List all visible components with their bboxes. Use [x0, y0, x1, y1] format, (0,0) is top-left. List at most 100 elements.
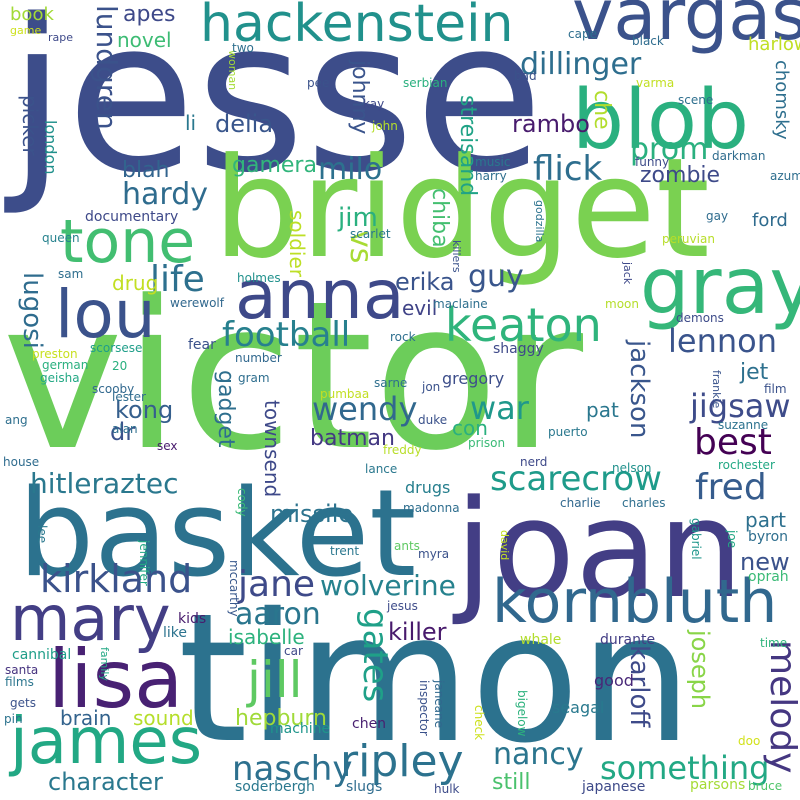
word-basket: basket	[18, 465, 417, 604]
word-hepburn: hepburn	[235, 706, 327, 731]
word-chomsky: chomsky	[771, 60, 792, 140]
word-alan: alan	[112, 422, 138, 436]
word-number: number	[235, 351, 282, 365]
word-lisa: lisa	[48, 633, 184, 726]
word-joe: joe	[725, 530, 739, 549]
word-aaron: aaron	[235, 597, 321, 632]
word-nerd: nerd	[520, 455, 548, 469]
word-soderbergh: soderbergh	[235, 779, 315, 795]
word-melody: melody	[762, 640, 800, 774]
word-bridget: bridget	[213, 128, 710, 289]
word-gadget: gadget	[213, 370, 238, 448]
word-batman: batman	[310, 426, 395, 451]
word-puerto: puerto	[548, 425, 588, 439]
word-holmes: holmes	[237, 271, 281, 285]
word-sam: sam	[58, 267, 84, 281]
word-duke: duke	[418, 413, 448, 427]
word-jennifer: jennifer	[137, 540, 151, 586]
word-prom: prom	[630, 132, 709, 167]
word-maclaine: maclaine	[433, 297, 488, 311]
word-gets: gets	[10, 696, 36, 710]
word-jigsaw: jigsaw	[690, 387, 791, 425]
word-kornbluth: kornbluth	[492, 567, 778, 637]
word-james: james	[10, 705, 203, 779]
word-wolverine: wolverine	[320, 569, 456, 602]
word-part: part	[745, 508, 787, 532]
word-check: check	[472, 705, 486, 741]
word-chiba: chiba	[427, 188, 452, 248]
word-ford: ford	[752, 210, 788, 231]
word-harlow: harlow	[748, 34, 800, 55]
word-hackenstein: hackenstein	[200, 0, 514, 54]
word-scarlet: scarlet	[350, 227, 391, 241]
word-anna: anna	[235, 256, 405, 335]
word-freddy: freddy	[383, 443, 422, 457]
word-jackson: jackson	[624, 340, 654, 439]
word-evil: evil	[402, 296, 438, 320]
word-something: something	[600, 749, 770, 787]
word-hitleraztec: hitleraztec	[30, 467, 179, 500]
word-jesse: jesse	[8, 0, 544, 219]
word-killers: killers	[450, 240, 463, 273]
word-sarne: sarne	[374, 376, 408, 390]
word-kids: kids	[178, 611, 207, 627]
word-kong: kong	[115, 396, 174, 424]
word-cannibal: cannibal	[12, 647, 72, 663]
word-fear: fear	[188, 337, 216, 353]
word-blah: blah	[122, 158, 170, 183]
word-geisha: geisha	[40, 371, 80, 385]
word-scene: scene	[678, 93, 714, 107]
word-two: two	[232, 41, 254, 55]
word-kay: kay	[363, 97, 385, 111]
word-hulk: hulk	[434, 782, 460, 796]
word-documentary: documentary	[85, 209, 179, 225]
word-picker: picker	[18, 95, 42, 156]
word-werewolf: werewolf	[170, 296, 224, 310]
word-cody: cody	[235, 488, 249, 517]
word-oprah: oprah	[748, 569, 789, 585]
word-rochester: rochester	[718, 458, 775, 472]
word-vargas: vargas	[572, 0, 800, 56]
word-bruce: bruce	[748, 779, 783, 793]
word-japanese: japanese	[582, 779, 646, 795]
word-joseph: joseph	[686, 630, 714, 710]
word-gram: gram	[238, 371, 270, 385]
word-che: che	[589, 90, 614, 130]
word-ang: ang	[5, 413, 28, 427]
word-darkman: darkman	[712, 149, 766, 163]
word-nancy: nancy	[493, 737, 584, 772]
word-book: book	[10, 4, 54, 25]
word-gregory: gregory	[442, 369, 505, 388]
word-pin: pin	[4, 712, 23, 726]
word-parsons: parsons	[690, 777, 746, 793]
word-whale: whale	[520, 632, 562, 648]
word-victor: victor	[2, 258, 584, 496]
word-lundgren: lundgren	[90, 5, 123, 130]
word-jane: jane	[238, 564, 316, 605]
word-hardy: hardy	[122, 177, 209, 212]
word-bigelow: bigelow	[515, 690, 529, 737]
word-scooby: scooby	[92, 382, 135, 396]
word-guy: guy	[468, 259, 524, 294]
word-family: family	[98, 647, 111, 681]
word-bad: bad	[514, 69, 537, 83]
word-john: john	[372, 119, 398, 133]
word-music: music	[475, 155, 511, 169]
word-inspector: inspector	[417, 680, 431, 736]
word-war: war	[470, 389, 529, 427]
word-lee: lee	[35, 525, 49, 544]
word-life: life	[150, 259, 205, 300]
word-blob: blob	[572, 73, 750, 168]
word-pat: pat	[586, 398, 619, 422]
word-con: con	[452, 416, 488, 440]
word-novel: novel	[117, 28, 172, 52]
word-slugs: slugs	[346, 779, 383, 795]
word-character: character	[48, 768, 163, 796]
word-nelson: nelson	[612, 461, 652, 475]
word-london: london	[41, 120, 60, 175]
word-20: 20	[112, 359, 128, 373]
word-lance: lance	[365, 462, 398, 476]
word-still: still	[492, 770, 531, 795]
word-godzilla: godzilla	[533, 200, 546, 243]
word-apes: apes	[123, 2, 176, 27]
